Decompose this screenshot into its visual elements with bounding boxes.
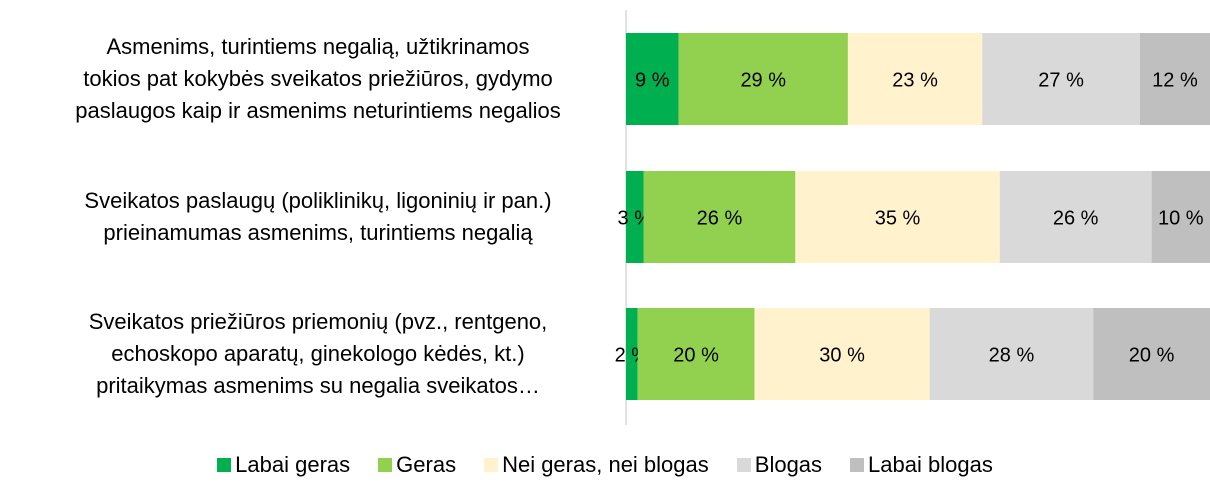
data-label: 20 % xyxy=(1129,344,1175,366)
legend-item: Nei geras, nei blogas xyxy=(484,452,709,478)
bar-segment xyxy=(795,171,1000,263)
category-label: Sveikatos priežiūros priemonių (pvz., re… xyxy=(88,309,548,398)
legend-item: Geras xyxy=(378,452,456,478)
legend-label: Labai geras xyxy=(235,452,351,477)
bar-segment xyxy=(637,308,755,400)
bar-segment xyxy=(1093,308,1210,400)
data-label: 9 % xyxy=(635,69,670,91)
data-label: 10 % xyxy=(1158,207,1204,229)
legend: Labai geras Geras Nei geras, nei blogas Blo… xyxy=(0,452,1210,478)
data-label: 30 % xyxy=(819,344,865,366)
legend-swatch xyxy=(736,458,751,472)
legend-item: Blogas xyxy=(736,452,823,478)
legend-item: Labai blogas xyxy=(850,452,993,478)
data-label: 26 % xyxy=(1053,207,1099,229)
bar-segment xyxy=(626,171,644,263)
bar-segment xyxy=(1151,171,1210,263)
data-label: 27 % xyxy=(1038,69,1084,91)
bar-segment xyxy=(982,33,1140,125)
bar-segment xyxy=(929,308,1094,400)
data-label: 12 % xyxy=(1152,69,1198,91)
legend-swatch xyxy=(484,458,499,472)
bar-segment xyxy=(626,33,679,125)
data-label: 20 % xyxy=(673,344,719,366)
bar-segment xyxy=(643,171,796,263)
data-label: 26 % xyxy=(697,207,743,229)
bar-segment xyxy=(754,308,930,400)
legend-label: Blogas xyxy=(754,452,823,477)
legend-label: Geras xyxy=(396,452,457,477)
category-label: Asmenims, turintiems negalią, užtikrinam… xyxy=(75,34,561,123)
category-label: Sveikatos paslaugų (poliklinikų, ligonin… xyxy=(84,188,552,245)
data-label: 29 % xyxy=(740,69,786,91)
legend-label: Labai blogas xyxy=(868,452,993,477)
data-label: 35 % xyxy=(875,207,921,229)
legend-swatch xyxy=(850,458,865,472)
legend-label: Nei geras, nei blogas xyxy=(502,452,709,477)
data-label: 23 % xyxy=(892,69,938,91)
bar-segment xyxy=(1139,33,1210,125)
bar-segment xyxy=(999,171,1152,263)
legend-item: Labai geras xyxy=(217,452,350,478)
bar-segment xyxy=(626,308,638,400)
data-label: 28 % xyxy=(989,344,1035,366)
bar-segment xyxy=(678,33,848,125)
legend-swatch xyxy=(378,458,393,472)
bar-segment xyxy=(847,33,983,125)
legend-swatch xyxy=(217,458,232,472)
